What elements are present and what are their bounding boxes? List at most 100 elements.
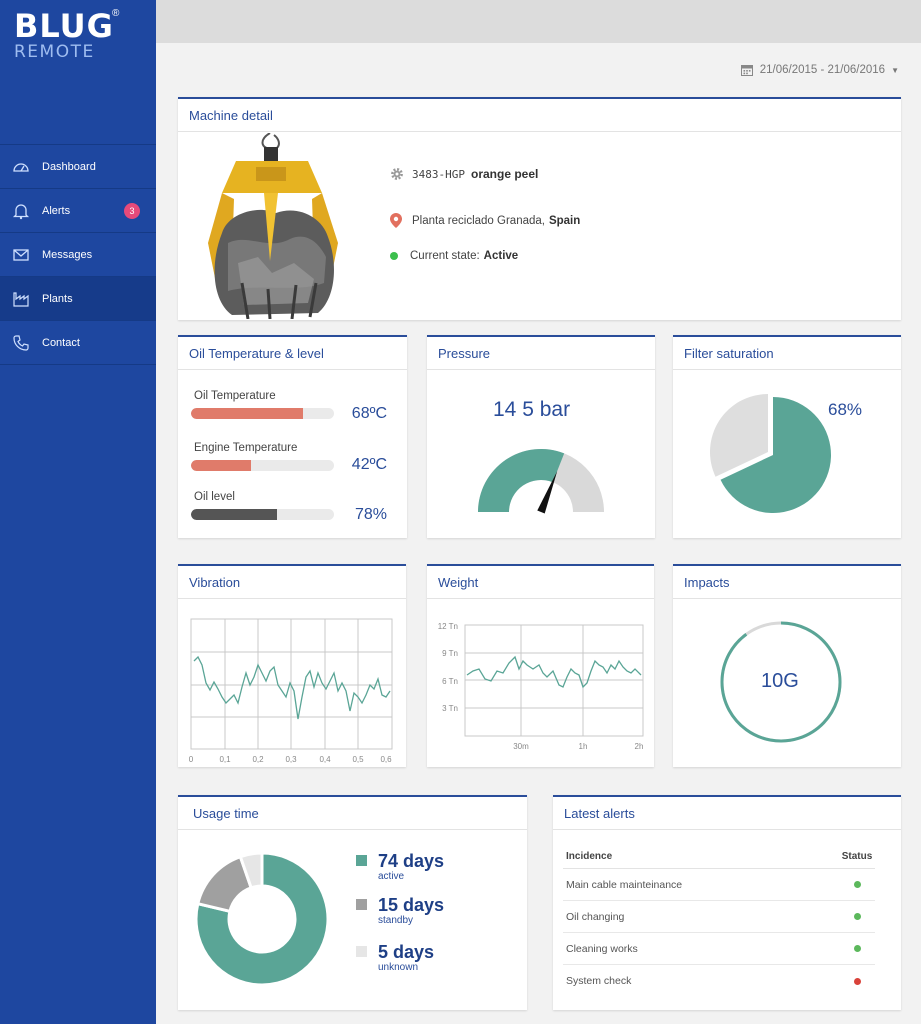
y-tick: 6 Tn <box>442 677 458 686</box>
legend-label: standby <box>378 915 414 926</box>
x-tick: 30m <box>513 742 529 751</box>
legend-value: 5 days <box>378 942 435 962</box>
sidebar-item-plants[interactable]: Plants <box>0 277 156 321</box>
state-value: Active <box>483 250 519 262</box>
donut-slice-unknown <box>238 851 264 890</box>
status-ok-dot <box>853 945 861 952</box>
sidebar-item-label: Messages <box>42 248 93 261</box>
alerts-count-badge: 3 <box>124 203 140 219</box>
machine-location-row: Planta reciclado Granada, Spain <box>390 213 580 228</box>
pressure-value: 14 5 bar <box>493 398 571 421</box>
x-tick: 2h <box>635 742 644 751</box>
sidebar-item-dashboard[interactable]: Dashboard <box>0 145 156 189</box>
vibration-x-ticks: 0 0,1 0,2 0,3 0,4 0,5 0,6 <box>189 755 392 764</box>
status-ok-dot <box>853 913 861 920</box>
x-tick: 0 <box>189 755 194 764</box>
card-title: Pressure <box>427 337 655 370</box>
machine-location: Planta reciclado Granada, <box>412 214 545 227</box>
envelope-icon <box>12 246 30 264</box>
x-tick: 0,1 <box>219 755 231 764</box>
legend-swatch <box>356 855 367 866</box>
status-error-dot <box>853 977 861 985</box>
table-row[interactable]: System check <box>563 965 875 997</box>
sidebar-item-alerts[interactable]: Alerts 3 <box>0 189 156 233</box>
bell-icon <box>12 202 30 220</box>
chart-grid <box>190 618 393 750</box>
machine-name: orange peel <box>470 167 539 181</box>
incidence-text: Cleaning works <box>566 942 638 955</box>
filter-pie <box>710 394 831 513</box>
weight-card: Weight 12 Tn 9 Tn 6 Tn 3 Tn 30m 1h 2h <box>427 564 654 767</box>
y-tick: 3 Tn <box>442 704 458 713</box>
caret-down-icon: ▼ <box>891 65 899 75</box>
sidebar-item-contact[interactable]: Contact <box>0 321 156 365</box>
weight-x-ticks: 30m 1h 2h <box>513 742 643 751</box>
state-label: Current state: <box>410 250 480 262</box>
table-row[interactable]: Main cable mainteinance <box>563 869 875 901</box>
sidebar-item-messages[interactable]: Messages <box>0 233 156 277</box>
vibration-series-line <box>193 655 391 720</box>
pie-slice-remaining <box>710 394 768 477</box>
x-tick: 0,3 <box>285 755 297 764</box>
legend-swatch <box>356 899 367 910</box>
chart-grid <box>464 624 644 737</box>
oil-temp-value: 68ºC <box>351 405 387 422</box>
legend-label: unknown <box>378 962 419 973</box>
table-row[interactable]: Cleaning works <box>563 933 875 965</box>
engine-temp-value: 42ºC <box>351 456 387 473</box>
table-row[interactable]: Oil changing <box>563 901 875 933</box>
sidebar-nav: Dashboard Alerts 3 Messages Plants Con <box>0 144 156 365</box>
x-tick: 0,2 <box>252 755 264 764</box>
status-dot-icon <box>390 252 398 260</box>
engine-temp-label: Engine Temperature <box>194 442 298 454</box>
impacts-value: 10G <box>761 670 799 692</box>
x-tick: 0,6 <box>380 755 392 764</box>
oil-temp-label: Oil Temperature <box>194 390 276 402</box>
card-title: Weight <box>427 566 654 599</box>
incidence-text: System check <box>566 975 632 987</box>
vibration-card: Vibration 0 0,1 0,2 0,3 0,4 0,5 0,6 <box>178 564 406 767</box>
machine-country: Spain <box>548 214 581 227</box>
machine-id-row: 3483-HGP orange peel <box>390 167 538 181</box>
phone-icon <box>12 334 30 352</box>
oil-level-value: 78% <box>354 506 387 523</box>
legend-value: 74 days <box>378 851 445 871</box>
gear-icon <box>391 168 403 180</box>
sidebar-item-label: Alerts <box>42 204 71 217</box>
pressure-gauge <box>478 449 604 514</box>
card-title: Usage time <box>178 797 527 830</box>
date-range-picker[interactable]: 21/06/2015 - 21/06/2016 ▼ <box>740 64 899 76</box>
brand-sub: REMOTE <box>14 42 95 62</box>
card-title: Machine detail <box>178 99 901 132</box>
map-pin-icon <box>390 213 402 228</box>
machine-detail-card: Machine detail 3483-HGP orange peel Plan… <box>178 97 901 320</box>
brand-logo[interactable]: BLUG ® REMOTE <box>14 8 119 62</box>
sidebar-item-label: Plants <box>42 292 73 305</box>
oil-temp-bar-fill <box>191 408 303 419</box>
card-title: Oil Temperature & level <box>178 337 407 370</box>
card-title: Latest alerts <box>553 797 901 830</box>
donut-slices <box>194 851 330 987</box>
column-header-status: Status <box>841 851 873 862</box>
calendar-icon <box>740 65 753 76</box>
latest-alerts-card: Latest alerts Incidence Status Main cabl… <box>553 795 901 1010</box>
donut-slice-active <box>194 851 330 987</box>
usage-donut <box>194 851 330 987</box>
legend-swatch <box>356 946 367 957</box>
impacts-card: Impacts 10G <box>673 564 901 767</box>
engine-temp-bar-fill <box>191 460 252 471</box>
x-tick: 1h <box>579 742 588 751</box>
oil-level-bar-fill <box>191 509 277 520</box>
gauge-needle <box>537 471 558 514</box>
table-header: Incidence Status <box>563 845 875 869</box>
dashboard-icon <box>12 158 30 176</box>
legend-value: 15 days <box>378 895 445 915</box>
engine-temp-bar <box>191 460 334 471</box>
gauge-fill <box>478 449 565 512</box>
card-title: Vibration <box>178 566 406 599</box>
top-bar <box>156 0 921 43</box>
registered-mark: ® <box>112 8 120 19</box>
sidebar-item-label: Dashboard <box>42 160 96 173</box>
column-header-incidence: Incidence <box>566 851 613 862</box>
x-tick: 0,5 <box>352 755 364 764</box>
